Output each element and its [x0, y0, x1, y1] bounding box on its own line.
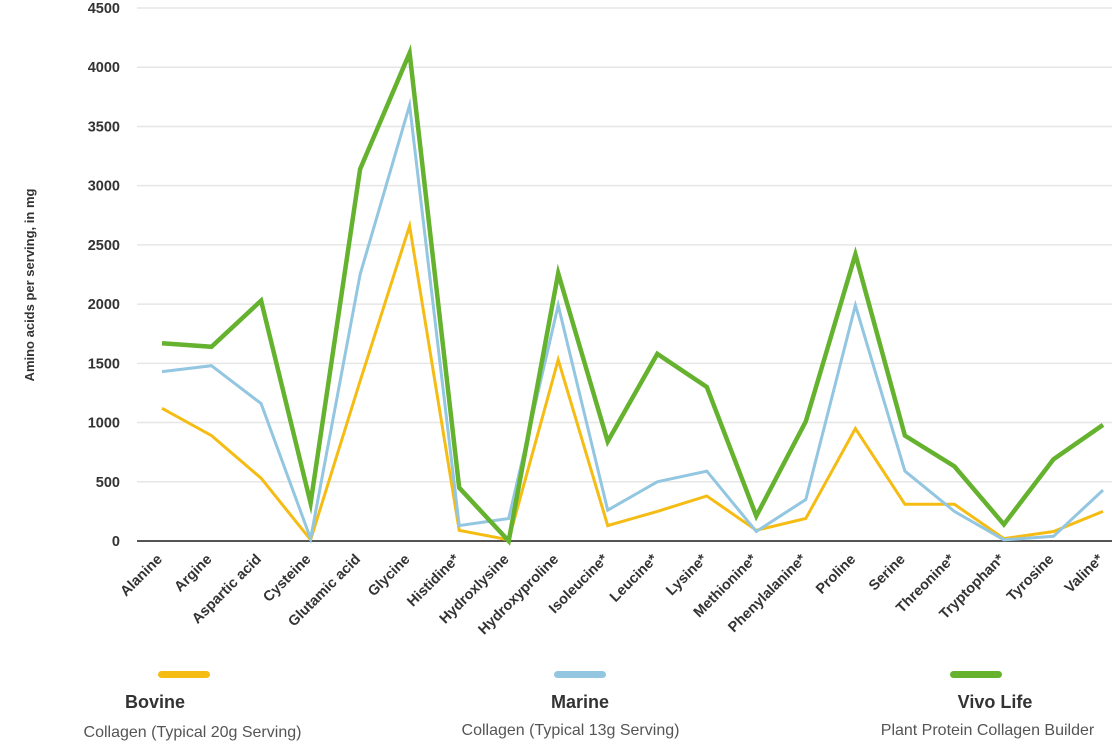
y-tick-label: 2000 [88, 297, 120, 313]
x-tick-label: Argine [172, 552, 216, 596]
x-tick-label: Alanine [117, 552, 165, 600]
legend-swatch-bovine [158, 671, 210, 678]
x-tick-label: Tyrosine [1004, 552, 1057, 605]
legend-desc-marine: Collagen (Typical 13g Serving) [461, 722, 680, 739]
y-tick-label: 1500 [88, 356, 120, 372]
x-tick-label: Leucine* [607, 551, 661, 605]
y-tick-label: 1000 [88, 416, 120, 432]
y-tick-label: 0 [112, 534, 120, 550]
legend-name-vivo-life: Vivo Life [957, 692, 1033, 712]
legend-swatch-marine [554, 671, 606, 678]
x-tick-label: Glycine [365, 552, 413, 600]
series-line-bovine [161, 219, 1104, 543]
legend-name-bovine: Bovine [124, 692, 185, 712]
x-tick-label: Valine* [1062, 551, 1107, 596]
y-tick-label: 3500 [88, 119, 120, 135]
legend-desc-bovine: Collagen (Typical 20g Serving) [83, 724, 302, 741]
line-chart: 0 500 1000 1500 2000 2500 3000 3500 4000 4500 Ala… [22, 1, 1112, 638]
x-tick-label: Proline [813, 552, 859, 598]
legend-desc-vivo-life: Plant Protein Collagen Builder [880, 722, 1095, 739]
x-tick-label: Serine [866, 552, 909, 595]
x-tick-label: Lysine* [663, 551, 711, 599]
y-axis-label: Amino acids per serving, in mg [22, 189, 37, 382]
y-tick-label: 2500 [88, 238, 120, 254]
series-line-vivo-life [161, 44, 1105, 546]
legend-name-marine: Marine [550, 692, 610, 712]
y-tick-label: 3000 [88, 179, 120, 195]
y-tick-label: 500 [96, 475, 120, 491]
y-tick-label: 4000 [88, 60, 120, 76]
legend-swatch-vivo-life [950, 671, 1002, 678]
y-tick-label: 4500 [88, 1, 120, 17]
series-line-marine [161, 97, 1105, 545]
